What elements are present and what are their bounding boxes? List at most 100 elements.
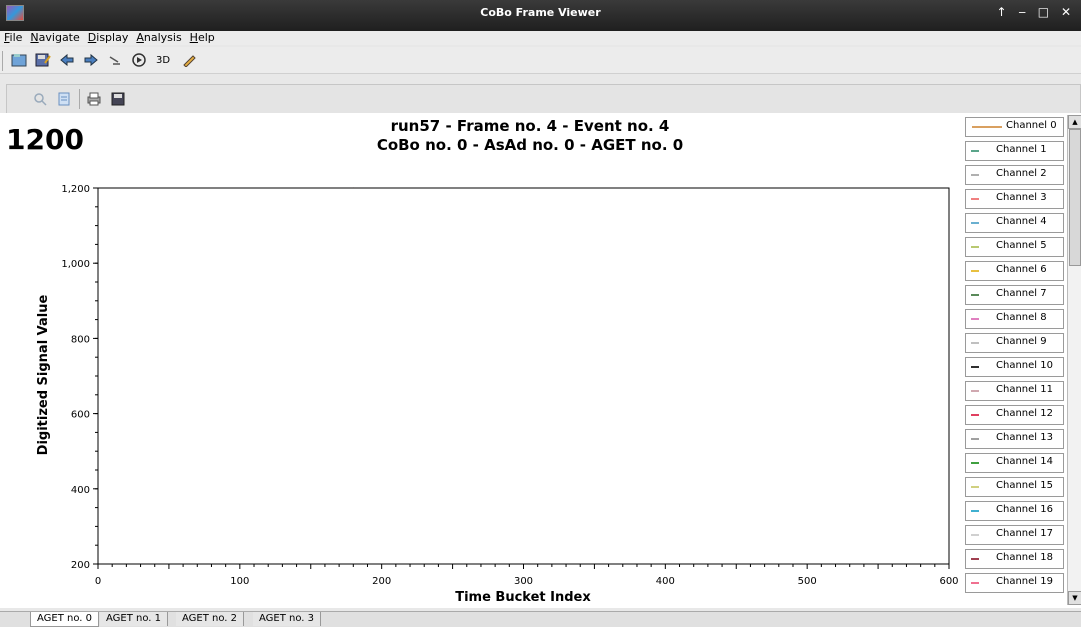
legend-label: Channel 12 xyxy=(996,408,1053,419)
zoom-icon[interactable] xyxy=(31,90,49,108)
plot-toolbar-separator xyxy=(79,89,80,109)
title-bar: CoBo Frame Viewer ↑ ‒ □ ✕ xyxy=(0,0,1081,31)
legend-swatch xyxy=(972,126,1002,128)
step-icon[interactable] xyxy=(106,51,124,69)
legend-item-channel-10[interactable]: Channel 10 xyxy=(965,357,1064,377)
legend-label: Channel 4 xyxy=(996,216,1047,227)
legend-item-channel-11[interactable]: Channel 11 xyxy=(965,381,1064,401)
legend-label: Channel 2 xyxy=(996,168,1047,179)
menu-analysis[interactable]: Analysis xyxy=(136,31,182,44)
legend-label: Channel 1 xyxy=(996,144,1047,155)
legend-item-channel-17[interactable]: Channel 17 xyxy=(965,525,1064,545)
legend-swatch xyxy=(971,462,979,464)
legend-scrollbar[interactable]: ▲ ▼ xyxy=(1067,115,1081,605)
legend-label: Channel 11 xyxy=(996,384,1053,395)
legend-swatch xyxy=(971,414,979,416)
menu-bar: File Navigate Display Analysis Help xyxy=(0,31,1081,45)
legend-item-channel-8[interactable]: Channel 8 xyxy=(965,309,1064,329)
legend-swatch xyxy=(971,222,979,224)
legend-item-channel-6[interactable]: Channel 6 xyxy=(965,261,1064,281)
previous-icon[interactable] xyxy=(58,51,76,69)
legend-item-channel-0[interactable]: Channel 0 xyxy=(965,117,1064,137)
3d-icon[interactable]: 3D xyxy=(155,54,171,66)
scroll-down-button[interactable]: ▼ xyxy=(1068,591,1081,605)
legend-label: Channel 16 xyxy=(996,504,1053,515)
properties-icon[interactable] xyxy=(55,90,73,108)
menu-help[interactable]: Help xyxy=(189,31,215,44)
edit-icon[interactable] xyxy=(180,51,198,69)
legend-item-channel-3[interactable]: Channel 3 xyxy=(965,189,1064,209)
legend-swatch xyxy=(971,366,979,368)
window-controls[interactable]: ↑ ‒ □ ✕ xyxy=(996,5,1075,19)
legend-label: Channel 3 xyxy=(996,192,1047,203)
legend-swatch xyxy=(971,558,979,560)
legend-item-channel-16[interactable]: Channel 16 xyxy=(965,501,1064,521)
legend-swatch xyxy=(971,486,979,488)
legend-label: Channel 13 xyxy=(996,432,1053,443)
save-as-icon[interactable] xyxy=(34,51,52,69)
legend-item-channel-4[interactable]: Channel 4 xyxy=(965,213,1064,233)
legend-swatch xyxy=(971,246,979,248)
legend-swatch xyxy=(971,294,979,296)
legend-item-channel-5[interactable]: Channel 5 xyxy=(965,237,1064,257)
tab-aget-1[interactable]: AGET no. 1 xyxy=(100,612,169,626)
legend-label: Channel 17 xyxy=(996,528,1053,539)
print-icon[interactable] xyxy=(85,90,103,108)
legend-label: Channel 19 xyxy=(996,576,1053,587)
legend-label: Channel 9 xyxy=(996,336,1047,347)
legend-label: Channel 7 xyxy=(996,288,1047,299)
tab-aget-0[interactable]: AGET no. 0 xyxy=(30,612,100,627)
legend-label: Channel 6 xyxy=(996,264,1047,275)
legend-item-channel-15[interactable]: Channel 15 xyxy=(965,477,1064,497)
menu-navigate[interactable]: Navigate xyxy=(30,31,80,44)
plot-toolbar xyxy=(6,84,1081,114)
legend-swatch xyxy=(971,318,979,320)
legend-swatch xyxy=(971,342,979,344)
legend-swatch xyxy=(971,270,979,272)
plot-panel: 1200 run57 - Frame no. 4 - Event no. 4 C… xyxy=(0,113,1081,608)
menu-file[interactable]: File xyxy=(4,31,23,44)
open-icon[interactable] xyxy=(10,51,28,69)
legend-swatch xyxy=(971,438,979,440)
legend-swatch xyxy=(971,582,979,584)
play-icon[interactable] xyxy=(130,51,148,69)
legend-item-channel-19[interactable]: Channel 19 xyxy=(965,573,1064,593)
legend-item-channel-9[interactable]: Channel 9 xyxy=(965,333,1064,353)
toolbar-grip xyxy=(2,51,3,71)
legend-swatch xyxy=(971,510,979,512)
legend-swatch xyxy=(971,174,979,176)
legend-label: Channel 15 xyxy=(996,480,1053,491)
legend-item-channel-2[interactable]: Channel 2 xyxy=(965,165,1064,185)
app-icon xyxy=(6,5,24,21)
tab-aget-3[interactable]: AGET no. 3 xyxy=(253,612,322,626)
legend-item-channel-7[interactable]: Channel 7 xyxy=(965,285,1064,305)
plot-title: run57 - Frame no. 4 - Event no. 4 xyxy=(390,117,670,135)
legend-swatch xyxy=(971,390,979,392)
legend-swatch xyxy=(971,198,979,200)
tab-aget-2[interactable]: AGET no. 2 xyxy=(176,612,245,626)
legend-label: Channel 8 xyxy=(996,312,1047,323)
legend-label: Channel 18 xyxy=(996,552,1053,563)
aget-tabs: AGET no. 0 AGET no. 1 AGET no. 2 AGET no… xyxy=(0,611,1081,627)
legend-item-channel-12[interactable]: Channel 12 xyxy=(965,405,1064,425)
legend: Channel 0 Channel 1 Channel 2 Channel 3 Chan… xyxy=(963,115,1066,605)
menu-display[interactable]: Display xyxy=(87,31,129,44)
legend-swatch xyxy=(971,534,979,536)
legend-item-channel-1[interactable]: Channel 1 xyxy=(965,141,1064,161)
scroll-up-button[interactable]: ▲ xyxy=(1068,115,1081,129)
next-icon[interactable] xyxy=(82,51,100,69)
legend-item-channel-18[interactable]: Channel 18 xyxy=(965,549,1064,569)
legend-item-channel-13[interactable]: Channel 13 xyxy=(965,429,1064,449)
legend-label: Channel 0 xyxy=(1006,120,1057,131)
plot-subtitle: CoBo no. 0 - AsAd no. 0 - AGET no. 0 xyxy=(376,136,684,154)
legend-label: Channel 10 xyxy=(996,360,1053,371)
legend-label: Channel 14 xyxy=(996,456,1053,467)
scroll-thumb[interactable] xyxy=(1069,129,1081,266)
legend-label: Channel 5 xyxy=(996,240,1047,251)
save-icon[interactable] xyxy=(109,90,127,108)
legend-swatch xyxy=(971,150,979,152)
main-toolbar: 3D xyxy=(0,47,1081,74)
frame-counter: 1200 xyxy=(6,123,84,156)
legend-item-channel-14[interactable]: Channel 14 xyxy=(965,453,1064,473)
window-title: CoBo Frame Viewer xyxy=(480,6,601,19)
